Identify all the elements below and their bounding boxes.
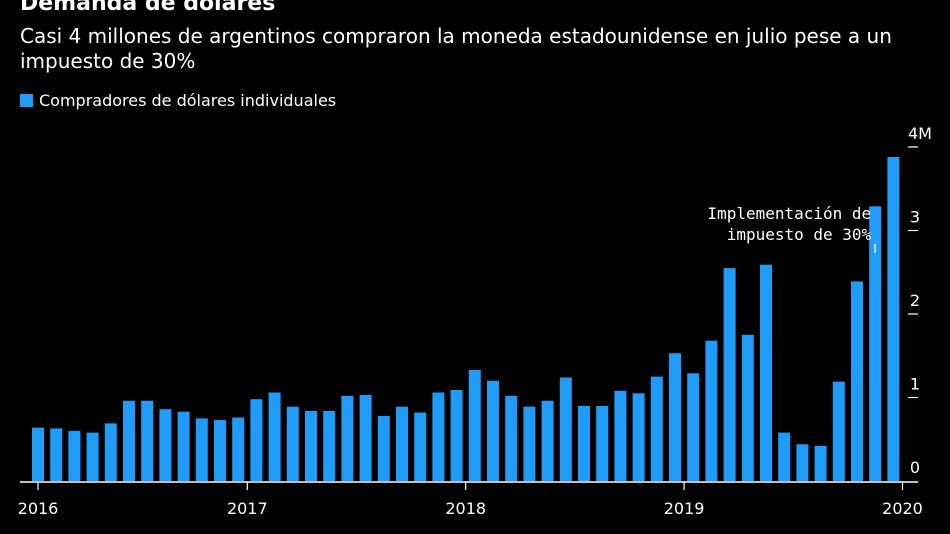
bar [596, 405, 609, 482]
bar [86, 432, 99, 481]
bar [214, 420, 226, 481]
x-tick-label: 2019 [664, 499, 705, 518]
bar [632, 393, 645, 481]
x-tick-label: 2016 [18, 499, 59, 518]
bar [359, 395, 372, 481]
bar [650, 376, 663, 481]
legend: Compradores de dólares individuales [20, 91, 336, 110]
y-tick-label: 1 [910, 375, 920, 394]
y-tick-label: 2 [910, 291, 920, 310]
bar [414, 412, 427, 481]
bar [669, 353, 681, 481]
bar [305, 410, 317, 481]
bar [68, 430, 81, 481]
y-tick-label: 3 [910, 208, 920, 227]
bar [323, 410, 336, 481]
bar [195, 418, 208, 481]
bar [123, 400, 135, 481]
bar [523, 406, 536, 481]
legend-label: Compradores de dólares individuales [39, 91, 337, 110]
bar [778, 432, 791, 481]
annotation: Implementación de impuesto de 30% [707, 204, 876, 253]
bar [760, 264, 772, 481]
bar [832, 381, 845, 481]
bar [505, 395, 518, 481]
bar [814, 445, 827, 481]
bar [341, 395, 354, 481]
bar [432, 392, 445, 481]
bar [468, 369, 481, 481]
bar [723, 268, 736, 481]
y-tick-label: 4M [908, 124, 932, 143]
bar [268, 392, 281, 481]
bar [396, 406, 408, 481]
bar [487, 380, 499, 481]
y-axis: 0 1 2 3 4M [908, 124, 932, 477]
bar [177, 411, 190, 481]
bar [741, 334, 754, 481]
x-tick-label: 2020 [882, 499, 923, 518]
bar [286, 406, 299, 481]
chart-subtitle: Casi 4 millones de argentinos compraron … [20, 24, 892, 73]
x-tick-label: 2018 [445, 499, 486, 518]
bar [104, 423, 117, 481]
x-axis: 2016 2017 2018 2019 2020 [18, 481, 923, 518]
chart-title: Demanda de dólares [20, 0, 276, 16]
x-tick-label: 2017 [227, 499, 268, 518]
bar [578, 405, 590, 482]
bar [377, 415, 390, 481]
bar [851, 281, 863, 481]
y-tick-label: 0 [910, 458, 920, 477]
bar [687, 373, 700, 481]
bar [887, 157, 900, 481]
bar [32, 427, 44, 481]
bar [869, 206, 882, 482]
bar [541, 400, 554, 481]
bar [559, 377, 572, 481]
bar [450, 390, 463, 481]
bar [50, 428, 63, 481]
annotation-text: impuesto de 30% [727, 225, 872, 244]
bar [705, 340, 718, 481]
bar [141, 400, 154, 481]
bar [614, 390, 627, 481]
bar [159, 409, 172, 481]
bar [232, 417, 245, 481]
bars-group [32, 157, 900, 482]
annotation-text: Implementación de [707, 204, 871, 223]
bar [796, 444, 809, 481]
bar [250, 399, 263, 481]
legend-swatch [20, 94, 33, 107]
